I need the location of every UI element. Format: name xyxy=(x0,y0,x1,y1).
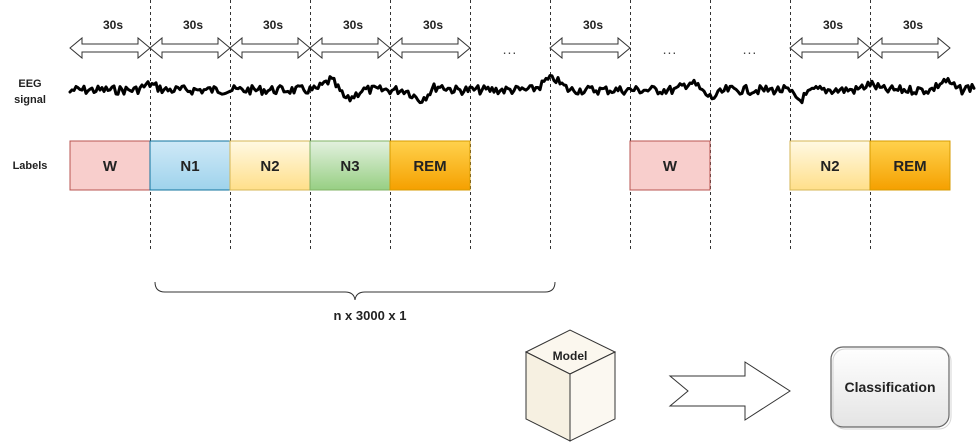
classification-box xyxy=(830,346,950,428)
stage-label: REM xyxy=(413,158,446,175)
duration-arrow xyxy=(389,36,471,60)
labels-row-label: Labels xyxy=(13,160,48,172)
model-cube xyxy=(524,329,617,442)
stage-box-n1 xyxy=(149,140,231,191)
input-shape-label: n x 3000 x 1 xyxy=(334,308,407,323)
ellipsis-1: ... xyxy=(503,41,518,57)
duration-label: 30s xyxy=(103,18,123,32)
duration-arrow xyxy=(309,36,391,60)
eeg-signal-trace xyxy=(68,74,976,105)
model-to-output-arrow xyxy=(668,361,791,421)
stage-label: W xyxy=(103,158,118,175)
stage-box-n3 xyxy=(309,140,391,191)
stage-label: REM xyxy=(893,158,926,175)
stage-box-w xyxy=(629,140,711,191)
classification-label: Classification xyxy=(844,379,935,395)
duration-label: 30s xyxy=(903,18,923,32)
model-label: Model xyxy=(553,349,588,363)
input-window-brace xyxy=(154,281,556,301)
stage-box-rem xyxy=(389,140,471,191)
duration-arrow xyxy=(789,36,871,60)
epoch-duration-arrows: 30s 30s 30s 30s 30s 30s 30s 30s xyxy=(69,18,951,60)
eeg-row-label-line1: EEG xyxy=(18,78,41,90)
duration-arrow xyxy=(69,36,151,60)
duration-arrow xyxy=(549,36,631,60)
stage-box-n2 xyxy=(229,140,311,191)
stage-label: N2 xyxy=(820,158,839,175)
epoch-boundary-lines xyxy=(150,0,871,250)
stage-box-n2 xyxy=(789,140,871,191)
duration-arrow xyxy=(869,36,951,60)
stage-label: N1 xyxy=(180,158,199,175)
ellipsis-2: ... xyxy=(663,41,678,57)
duration-label: 30s xyxy=(423,18,443,32)
stage-label: N3 xyxy=(340,158,359,175)
stage-label: W xyxy=(663,158,678,175)
stage-label: N2 xyxy=(260,158,279,175)
duration-label: 30s xyxy=(263,18,283,32)
sleep-stage-labels: W N1 N2 N3 REM W N2 REM xyxy=(69,140,951,191)
duration-label: 30s xyxy=(183,18,203,32)
eeg-row-label-line2: signal xyxy=(14,94,46,106)
ellipsis-3: ... xyxy=(743,41,758,57)
stage-box-w xyxy=(69,140,151,191)
duration-arrow xyxy=(149,36,231,60)
stage-box-rem xyxy=(869,140,951,191)
duration-label: 30s xyxy=(823,18,843,32)
duration-label: 30s xyxy=(583,18,603,32)
duration-label: 30s xyxy=(343,18,363,32)
duration-arrow xyxy=(229,36,311,60)
